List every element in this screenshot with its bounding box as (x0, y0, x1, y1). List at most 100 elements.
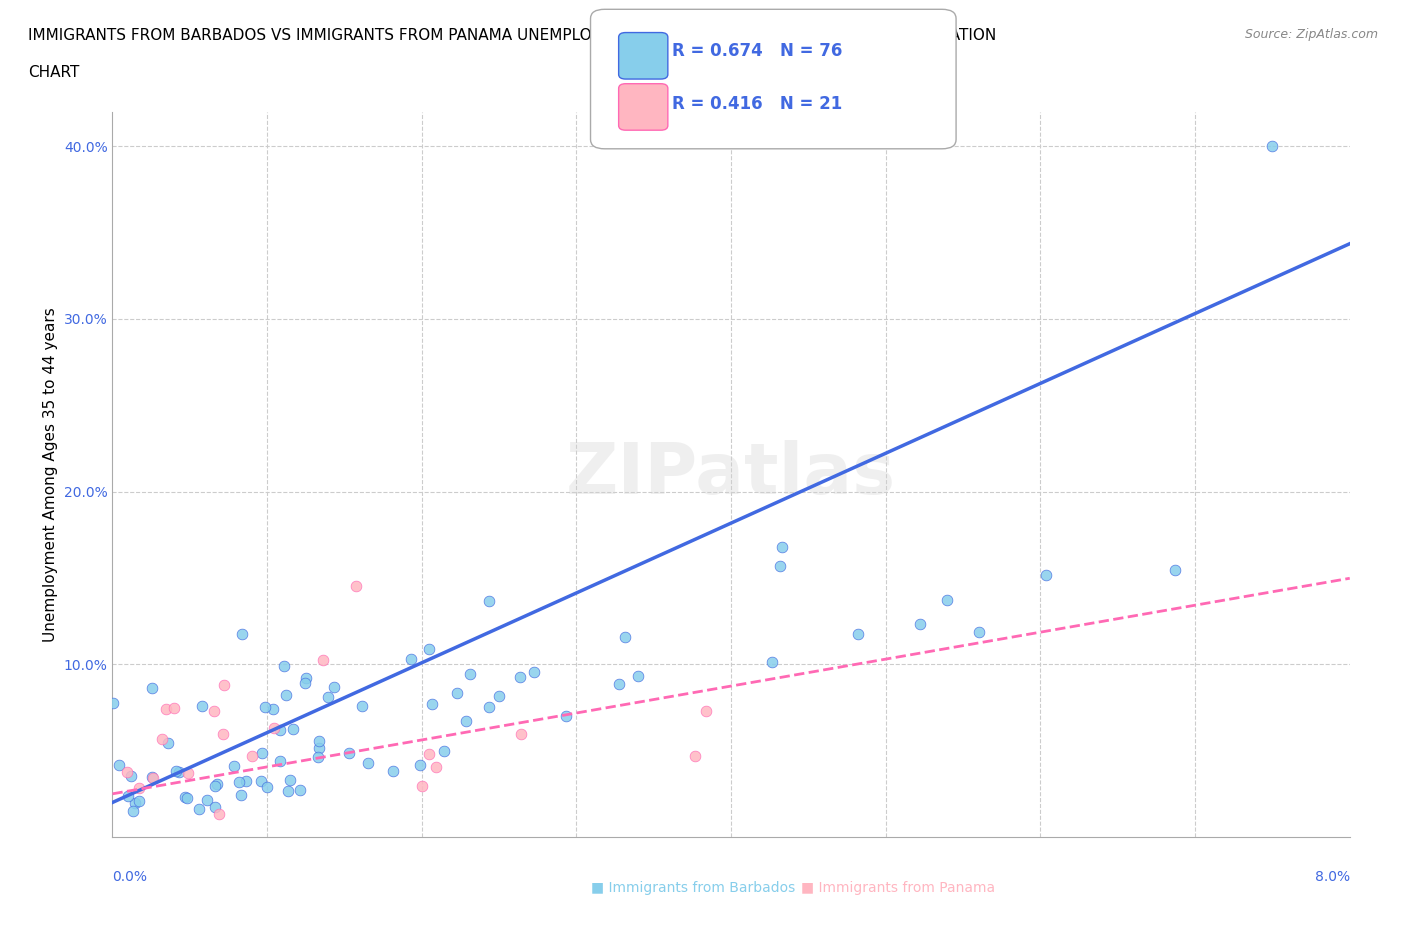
Immigrants from Barbados (488, 689, 510, 704)
Immigrants from Barbados (204, 799, 226, 814)
Immigrants from Barbados (322, 680, 344, 695)
Text: R = 0.416   N = 21: R = 0.416 N = 21 (672, 95, 842, 113)
Immigrants from Barbados (456, 713, 478, 728)
Y-axis label: Unemployment Among Ages 35 to 44 years: Unemployment Among Ages 35 to 44 years (44, 307, 58, 642)
Immigrants from Barbados (607, 677, 630, 692)
Immigrants from Barbados (761, 655, 783, 670)
Immigrants from Panama (311, 653, 333, 668)
Immigrants from Barbados (250, 746, 273, 761)
Immigrants from Barbados (1035, 567, 1057, 582)
Immigrants from Barbados (165, 764, 187, 778)
Immigrants from Barbados (460, 667, 482, 682)
Immigrants from Barbados (446, 685, 468, 700)
Immigrants from Barbados (967, 625, 990, 640)
Immigrants from Barbados (769, 559, 792, 574)
Immigrants from Barbados (269, 723, 291, 737)
Immigrants from Barbados (418, 642, 440, 657)
Immigrants from Barbados (121, 769, 143, 784)
Text: Source: ZipAtlas.com: Source: ZipAtlas.com (1244, 28, 1378, 41)
Immigrants from Barbados (176, 790, 198, 805)
Immigrants from Barbados (174, 790, 197, 804)
Text: IMMIGRANTS FROM BARBADOS VS IMMIGRANTS FROM PANAMA UNEMPLOYMENT AMONG AGES 35 TO: IMMIGRANTS FROM BARBADOS VS IMMIGRANTS F… (28, 28, 997, 43)
Immigrants from Barbados (101, 696, 124, 711)
Immigrants from Barbados (509, 670, 531, 684)
Immigrants from Panama (214, 678, 236, 693)
Immigrants from Barbados (281, 722, 304, 737)
Immigrants from Barbados (169, 764, 191, 779)
Immigrants from Panama (202, 703, 225, 718)
Immigrants from Panama (117, 764, 139, 779)
Immigrants from Barbados (274, 687, 297, 702)
Immigrants from Panama (155, 701, 177, 716)
Immigrants from Barbados (256, 780, 278, 795)
Immigrants from Panama (240, 749, 263, 764)
Immigrants from Panama (411, 778, 433, 793)
Immigrants from Barbados (409, 758, 432, 773)
Text: ZIPatlas: ZIPatlas (567, 440, 896, 509)
Immigrants from Barbados (222, 758, 245, 773)
Immigrants from Barbados (262, 701, 284, 716)
Immigrants from Barbados (124, 795, 146, 810)
Immigrants from Barbados (420, 697, 443, 711)
Immigrants from Barbados (141, 680, 163, 695)
Immigrants from Barbados (117, 789, 139, 804)
Immigrants from Barbados (908, 616, 931, 631)
Immigrants from Barbados (108, 757, 131, 772)
Immigrants from Panama (695, 704, 717, 719)
Immigrants from Barbados (228, 774, 250, 789)
Immigrants from Barbados (249, 774, 271, 789)
Text: CHART: CHART (28, 65, 80, 80)
Immigrants from Barbados (156, 736, 179, 751)
Immigrants from Barbados (141, 769, 163, 784)
Immigrants from Barbados (352, 698, 374, 713)
Immigrants from Barbados (128, 793, 150, 808)
Immigrants from Barbados (294, 675, 316, 690)
Immigrants from Panama (142, 770, 165, 785)
Immigrants from Barbados (295, 671, 318, 685)
Text: 0.0%: 0.0% (112, 870, 148, 884)
Immigrants from Barbados (235, 774, 257, 789)
Immigrants from Panama (418, 747, 440, 762)
Immigrants from Barbados (231, 627, 253, 642)
Immigrants from Barbados (627, 669, 650, 684)
Immigrants from Panama (683, 749, 706, 764)
Immigrants from Barbados (308, 740, 330, 755)
Immigrants from Barbados (188, 802, 211, 817)
Immigrants from Panama (208, 807, 231, 822)
Immigrants from Barbados (478, 593, 501, 608)
Immigrants from Barbados (273, 658, 295, 673)
Immigrants from Barbados (191, 698, 214, 713)
Immigrants from Barbados (614, 629, 637, 644)
Immigrants from Barbados (433, 743, 456, 758)
Immigrants from Panama (263, 720, 285, 735)
Immigrants from Barbados (280, 773, 302, 788)
Immigrants from Barbados (308, 750, 330, 764)
Immigrants from Barbados (122, 804, 145, 818)
Immigrants from Barbados (381, 764, 404, 778)
Immigrants from Barbados (337, 745, 360, 760)
Immigrants from Barbados (1164, 563, 1187, 578)
Immigrants from Barbados (1261, 139, 1284, 153)
Text: ■ Immigrants from Barbados: ■ Immigrants from Barbados (591, 881, 794, 896)
Immigrants from Barbados (846, 627, 869, 642)
Immigrants from Barbados (316, 690, 339, 705)
Immigrants from Panama (425, 760, 447, 775)
Immigrants from Panama (163, 700, 186, 715)
Immigrants from Barbados (254, 700, 277, 715)
Immigrants from Barbados (554, 709, 576, 724)
Immigrants from Barbados (478, 699, 501, 714)
Immigrants from Barbados (523, 665, 546, 680)
Immigrants from Barbados (308, 733, 330, 748)
Text: ■ Immigrants from Panama: ■ Immigrants from Panama (801, 881, 995, 896)
Immigrants from Barbados (195, 793, 218, 808)
Immigrants from Barbados (399, 652, 422, 667)
Text: R = 0.674   N = 76: R = 0.674 N = 76 (672, 42, 842, 60)
Immigrants from Barbados (277, 783, 299, 798)
Immigrants from Panama (128, 780, 150, 795)
Immigrants from Panama (510, 726, 533, 741)
Immigrants from Barbados (269, 753, 291, 768)
Immigrants from Panama (150, 731, 173, 746)
Immigrants from Panama (344, 578, 367, 593)
Immigrants from Barbados (231, 788, 253, 803)
Immigrants from Barbados (936, 592, 959, 607)
